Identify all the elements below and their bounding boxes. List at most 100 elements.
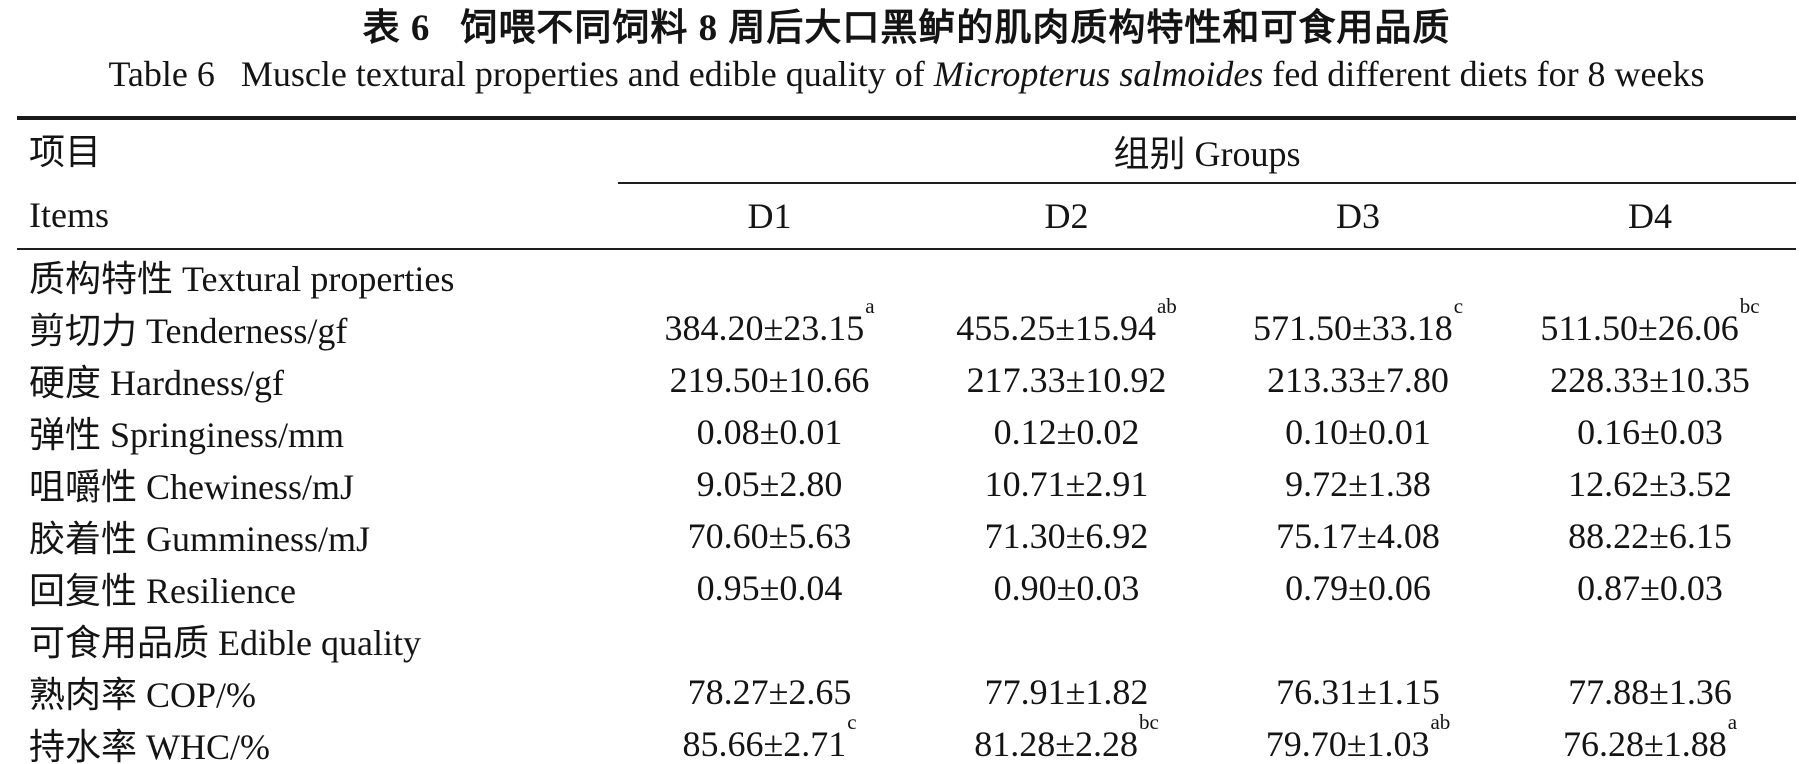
data-table: 项目 Items 组别 Groups D1 D2 D3 D4 质构特性 Textura…	[17, 116, 1796, 764]
table-caption-en-prefix: Muscle textural properties and edible qu…	[240, 54, 934, 94]
data-row: 咀嚼性 Chewiness/mJ 9.05±2.80 10.71±2.91 9.72±…	[17, 458, 1796, 510]
mean-sd-value: 511.50±26.06	[1540, 308, 1739, 348]
mean-sd-value: 76.28±1.88	[1562, 724, 1727, 764]
value-cell: 81.28±2.28bc	[921, 712, 1212, 764]
data-row: 硬度 Hardness/gf 219.50±10.66 217.33±10.92 21…	[17, 354, 1796, 406]
value-cell: 70.60±5.63	[618, 510, 921, 562]
value-cell: 0.79±0.06	[1212, 562, 1504, 614]
mean-sd-value: 217.33±10.92	[966, 360, 1167, 400]
mean-sd-value: 384.20±23.15	[664, 308, 865, 348]
row-label: 持水率 WHC/%	[29, 727, 270, 764]
mean-sd-value: 0.08±0.01	[696, 412, 843, 452]
mean-sd-value: 0.90±0.03	[993, 568, 1140, 608]
mean-sd-value: 213.33±7.80	[1267, 360, 1449, 400]
row-label: 弹性 Springiness/mm	[29, 415, 345, 455]
value-cell: 455.25±15.94ab	[921, 296, 1212, 354]
mean-sd-value: 228.33±10.35	[1550, 360, 1750, 400]
value-cell: 78.27±2.65	[618, 666, 921, 718]
mean-sd-value: 76.31±1.15	[1276, 672, 1440, 712]
value-cell: 0.08±0.01	[618, 406, 921, 458]
value-cell: 0.87±0.03	[1504, 562, 1796, 614]
value-cell: 75.17±4.08	[1212, 510, 1504, 562]
significance-superscript: ab	[1430, 710, 1451, 734]
data-row: 胶着性 Gumminess/mJ 70.60±5.63 71.30±6.92 75.1…	[17, 510, 1796, 562]
mean-sd-value: 77.91±1.82	[984, 672, 1149, 712]
value-cell: 77.91±1.82	[921, 666, 1212, 718]
table-caption-zh: 饲喂不同饲料 8 周后大口黑鲈的肌肉质构特性和可食用品质	[460, 8, 1451, 49]
data-row: 熟肉率 COP/% 78.27±2.65 77.91±1.82 76.31±1.15 7…	[17, 666, 1796, 718]
significance-superscript: bc	[1739, 294, 1760, 318]
row-label: 熟肉率 COP/%	[29, 675, 257, 715]
significance-superscript: ab	[1156, 294, 1177, 318]
table-title-zh: 表 6 饲喂不同饲料 8 周后大口黑鲈的肌肉质构特性和可食用品质	[0, 6, 1813, 52]
group-column-header-d3: D3	[1212, 183, 1504, 250]
items-header-en: Items	[29, 195, 109, 235]
data-row: 回复性 Resilience 0.95±0.04 0.90±0.03 0.79±0.0…	[17, 562, 1796, 614]
group-column-header-d1: D1	[618, 183, 921, 250]
value-cell: 79.70±1.03ab	[1212, 712, 1504, 764]
value-cell: 0.16±0.03	[1504, 406, 1796, 458]
value-cell: 9.05±2.80	[618, 458, 921, 510]
mean-sd-value: 81.28±2.28	[974, 724, 1138, 764]
table-caption-en-suffix: fed different diets for 8 weeks	[1263, 54, 1705, 94]
significance-superscript: c	[847, 710, 857, 734]
mean-sd-value: 455.25±15.94	[956, 308, 1156, 348]
groups-column-header: 组别 Groups	[618, 118, 1796, 184]
row-label: 回复性 Resilience	[29, 571, 296, 611]
group-column-header-d2: D2	[921, 183, 1212, 250]
value-cell: 71.30±6.92	[921, 510, 1212, 562]
section-row: 可食用品质 Edible quality	[17, 614, 1796, 666]
value-cell: 76.28±1.88a	[1504, 712, 1796, 764]
section-row: 质构特性 Textural properties	[17, 249, 1796, 302]
data-row: 持水率 WHC/% 85.66±2.71c 81.28±2.28bc 79.70±1.…	[17, 712, 1796, 764]
value-cell: 228.33±10.35	[1504, 354, 1796, 406]
mean-sd-value: 0.16±0.03	[1577, 412, 1723, 452]
row-label: 胶着性 Gumminess/mJ	[29, 519, 371, 559]
value-cell: 0.10±0.01	[1212, 406, 1504, 458]
value-cell: 12.62±3.52	[1504, 458, 1796, 510]
mean-sd-value: 0.87±0.03	[1577, 568, 1723, 608]
value-cell: 213.33±7.80	[1212, 354, 1504, 406]
value-cell: 217.33±10.92	[921, 354, 1212, 406]
significance-superscript: a	[865, 294, 875, 318]
row-label: 硬度 Hardness/gf	[29, 363, 284, 403]
table-number-zh: 表 6	[362, 8, 431, 49]
mean-sd-value: 571.50±33.18	[1252, 308, 1453, 348]
value-cell: 10.71±2.91	[921, 458, 1212, 510]
value-cell: 511.50±26.06bc	[1504, 296, 1796, 354]
paper-table-page: 表 6 饲喂不同饲料 8 周后大口黑鲈的肌肉质构特性和可食用品质 Table 6 M…	[0, 6, 1813, 764]
value-cell: 76.31±1.15	[1212, 666, 1504, 718]
value-cell: 571.50±33.18c	[1212, 296, 1504, 354]
data-row: 剪切力 Tenderness/gf 384.20±23.15a 455.25±15.…	[17, 296, 1796, 354]
mean-sd-value: 75.17±4.08	[1276, 516, 1440, 556]
mean-sd-value: 0.95±0.04	[696, 568, 843, 608]
value-cell: 384.20±23.15a	[618, 296, 921, 354]
value-cell: 88.22±6.15	[1504, 510, 1796, 562]
value-cell: 0.90±0.03	[921, 562, 1212, 614]
mean-sd-value: 77.88±1.36	[1568, 672, 1732, 712]
species-name-italic: Micropterus salmoides	[933, 54, 1264, 94]
value-cell: 0.95±0.04	[618, 562, 921, 614]
mean-sd-value: 0.79±0.06	[1285, 568, 1431, 608]
significance-superscript: a	[1727, 710, 1738, 734]
mean-sd-value: 9.72±1.38	[1285, 464, 1431, 504]
data-row: 弹性 Springiness/mm 0.08±0.01 0.12±0.02 0.10±…	[17, 406, 1796, 458]
row-label: 咀嚼性 Chewiness/mJ	[29, 467, 355, 507]
header-row-diet-columns: D1 D2 D3 D4	[17, 183, 1796, 250]
value-cell: 219.50±10.66	[618, 354, 921, 406]
mean-sd-value: 85.66±2.71	[682, 724, 847, 764]
table-number-en: Table 6	[108, 54, 215, 94]
mean-sd-value: 88.22±6.15	[1568, 516, 1732, 556]
mean-sd-value: 0.12±0.02	[993, 412, 1140, 452]
items-column-header: 项目 Items	[17, 118, 618, 250]
value-cell: 85.66±2.71c	[618, 712, 921, 764]
row-label: 剪切力 Tenderness/gf	[29, 311, 348, 351]
table-body: 质构特性 Textural properties 剪切力 Tenderness/g…	[17, 249, 1796, 764]
significance-superscript: bc	[1138, 710, 1159, 734]
section-label: 可食用品质 Edible quality	[29, 623, 421, 663]
mean-sd-value: 78.27±2.65	[687, 672, 852, 712]
mean-sd-value: 9.05±2.80	[696, 464, 843, 504]
value-cell: 9.72±1.38	[1212, 458, 1504, 510]
table-title-en: Table 6 Muscle textural properties and ed…	[0, 52, 1813, 96]
group-column-header-d4: D4	[1504, 183, 1796, 250]
